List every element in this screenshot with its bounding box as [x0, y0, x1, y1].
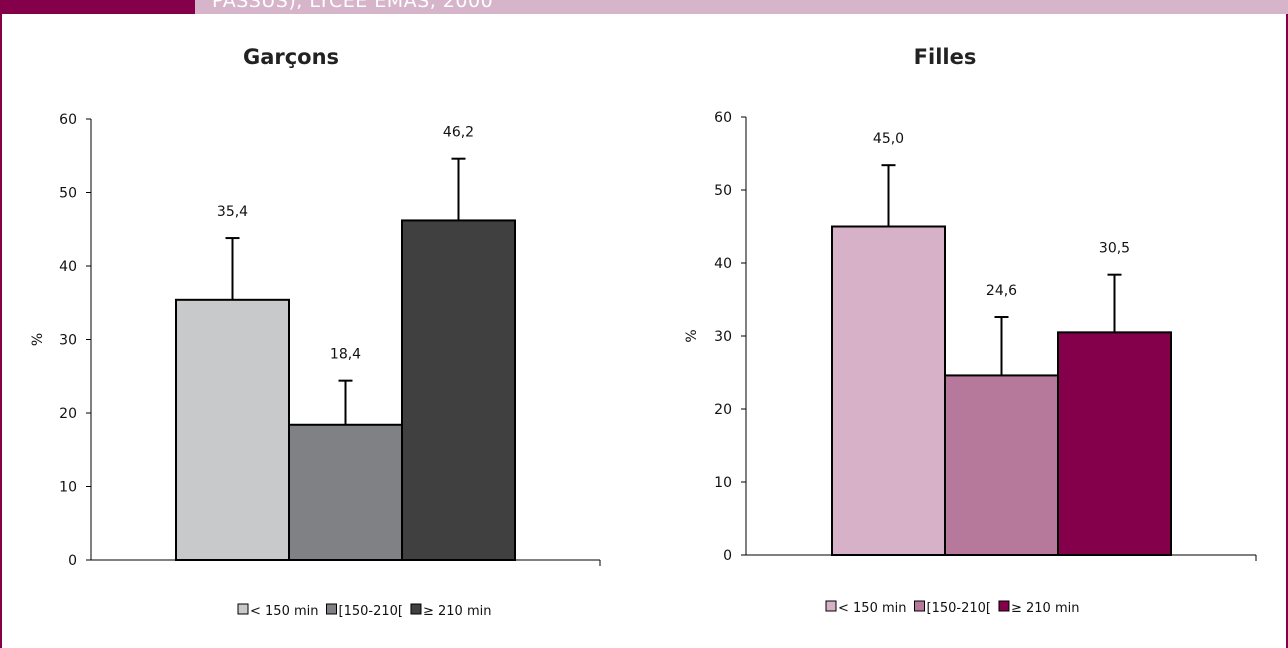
legend-label-filles: ≥ 210 min	[1011, 601, 1080, 616]
value-label-filles: 45,0	[873, 131, 904, 147]
bar-filles	[1057, 331, 1172, 556]
y-tick-label-garcons: 10	[59, 480, 77, 496]
y-tick-label-filles: 60	[714, 110, 732, 126]
chart-title-filles: Filles	[914, 45, 977, 69]
y-tick-label-garcons: 30	[59, 333, 77, 349]
bar-garcons	[288, 423, 403, 562]
chart-title-garcons: Garçons	[243, 45, 339, 69]
legend-swatch-filles	[998, 600, 1010, 612]
legend-swatch-filles	[914, 600, 925, 612]
legend-label-filles: [150-210[	[927, 601, 991, 616]
bar-garcons	[401, 219, 516, 561]
value-label-filles: 24,6	[986, 283, 1017, 299]
header-caption: PASSUS), LYCEE EMAS, 2000	[212, 0, 494, 12]
y-axis-label-garcons: %	[30, 333, 46, 346]
legend-label-garcons: < 150 min	[250, 604, 319, 619]
value-label-garcons: 46,2	[443, 125, 474, 141]
bar-filles	[831, 225, 946, 556]
y-tick-label-filles: 0	[723, 548, 732, 564]
header-band	[0, 0, 1288, 14]
legend-swatch-filles	[825, 600, 837, 612]
header-accent	[0, 0, 195, 14]
legend-label-garcons: ≥ 210 min	[423, 604, 492, 619]
legend-swatch-garcons	[237, 603, 249, 615]
bar-filles	[944, 374, 1059, 557]
y-tick-label-filles: 40	[714, 256, 732, 272]
y-tick-label-filles: 30	[714, 329, 732, 345]
y-tick-label-filles: 10	[714, 475, 732, 491]
y-axis-label-filles: %	[684, 329, 700, 342]
value-label-garcons: 35,4	[217, 204, 248, 220]
bar-garcons	[175, 298, 290, 561]
y-tick-label-garcons: 0	[68, 553, 77, 569]
y-tick-label-garcons: 60	[59, 112, 77, 128]
value-label-filles: 30,5	[1099, 241, 1130, 257]
legend-swatch-garcons	[410, 603, 422, 615]
legend-swatch-garcons	[326, 603, 337, 615]
y-tick-label-garcons: 50	[59, 186, 77, 202]
y-tick-label-garcons: 20	[59, 406, 77, 422]
legend-label-garcons: [150-210[	[339, 604, 403, 619]
y-tick-label-filles: 20	[714, 402, 732, 418]
value-label-garcons: 18,4	[330, 347, 361, 363]
legend-label-filles: < 150 min	[838, 601, 907, 616]
y-tick-label-filles: 50	[714, 183, 732, 199]
y-tick-label-garcons: 40	[59, 259, 77, 275]
